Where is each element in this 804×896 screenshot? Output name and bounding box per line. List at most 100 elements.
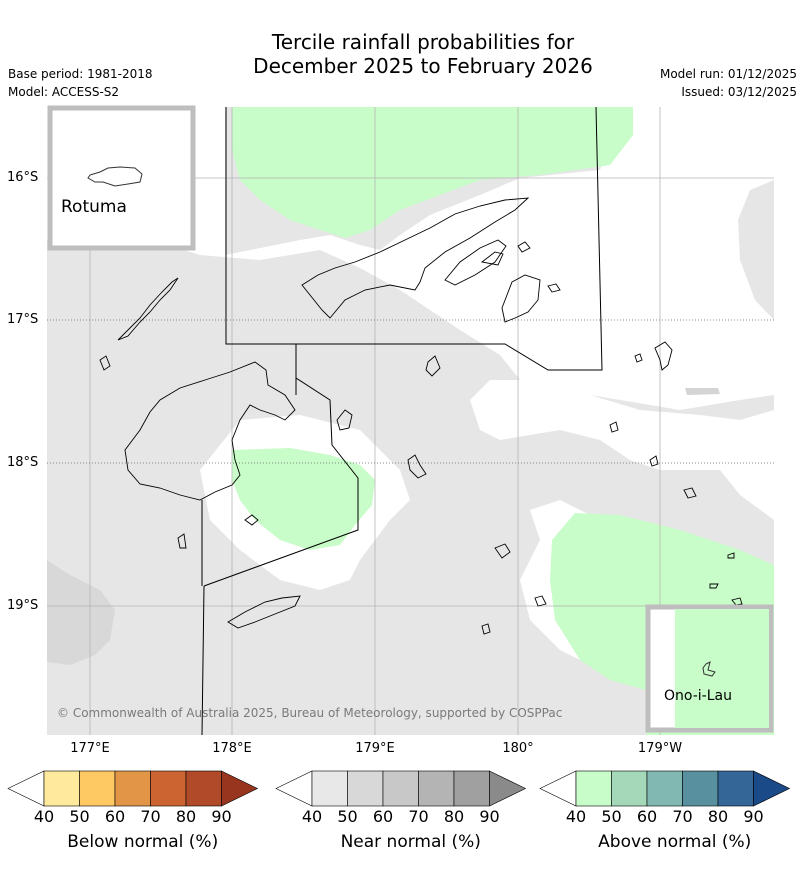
vatoa (727, 552, 735, 559)
colorbar-1 (7, 770, 259, 807)
rotuma-inset (47, 105, 196, 251)
colorbar-tick-label: 80 (707, 807, 729, 826)
colorbar-swatch (43, 770, 80, 807)
yacata (517, 241, 531, 253)
colorbar-tick-label: 60 (104, 807, 126, 826)
map-area (47, 107, 774, 735)
colorbar-swatch (185, 770, 222, 807)
colorbar-swatch (311, 770, 348, 807)
colorbar-swatch (79, 770, 116, 807)
title-line-2: December 2025 to February 2026 (253, 54, 593, 78)
ono-i-lau-label: Ono-i-Lau (664, 688, 732, 704)
ogea (731, 597, 743, 606)
above-normal-south (232, 448, 375, 550)
lon-label-177e: 177°E (70, 741, 110, 756)
colorbar-arrow-low (275, 770, 313, 807)
colorbar-swatch (418, 770, 455, 807)
base-period: Base period: 1981-2018 (8, 67, 153, 81)
colorbar-tick-label: 50 (337, 807, 358, 826)
vanua-levu (301, 197, 530, 319)
issued-date: Issued: 03/12/2025 (681, 85, 797, 99)
colorbar-arrow-high (221, 770, 259, 807)
copyright-note: © Commonwealth of Australia 2025, Bureau… (57, 706, 563, 720)
colorbar-tick-label: 70 (408, 807, 429, 826)
matuku (481, 623, 491, 635)
lat-label-16s: 16°S (7, 170, 39, 185)
nayau (649, 455, 659, 467)
near-normal-patch (685, 388, 720, 395)
taveuni (444, 239, 507, 286)
lon-label-180: 180° (502, 741, 534, 756)
colorbar-arrow-low (7, 770, 45, 807)
meta-right: Model run: 01/12/2025 Issued: 03/12/2025 (660, 65, 797, 101)
colorbar-swatch (646, 770, 683, 807)
colorbar-2 (275, 770, 527, 807)
colorbar-tick-label: 90 (211, 807, 232, 826)
lakeba (609, 421, 619, 433)
above-normal-north (232, 107, 633, 238)
colorbar-tick-label: 50 (601, 807, 622, 826)
colorbar-arrow-high (753, 770, 791, 807)
colorbar-3 (539, 770, 791, 807)
near-normal-region-east (738, 180, 774, 320)
rotuma-label: Rotuma (61, 197, 127, 217)
yasawa (117, 277, 179, 341)
kioa (547, 283, 561, 293)
totoya (534, 595, 547, 607)
colorbar-label: Below normal (%) (67, 832, 219, 852)
ono-i-lau-inset (645, 604, 774, 733)
model-name: Model: ACCESS-S2 (8, 85, 120, 99)
colorbar-swatch (682, 770, 719, 807)
lat-label-19s: 19°S (7, 598, 39, 613)
vatulele (177, 533, 187, 549)
colorbar-label: Above normal (%) (598, 832, 752, 852)
vanua-balavu (654, 341, 673, 371)
near-normal-southwest (47, 560, 115, 665)
tuvuca (709, 583, 719, 589)
colorbar-swatch (114, 770, 151, 807)
colorbar-tick-label: 80 (443, 807, 465, 826)
qamea (480, 251, 504, 266)
colorbar-tick-label: 60 (372, 807, 394, 826)
colorbar-tick-label: 40 (565, 807, 587, 826)
lon-label-179w: 179°W (637, 741, 683, 756)
colorbar-tick-label: 50 (69, 807, 90, 826)
colorbar-swatch (347, 770, 384, 807)
white-gap-east (470, 380, 774, 520)
colorbar-tick-label: 40 (301, 807, 323, 826)
lon-label-179e: 179°E (355, 741, 395, 756)
cicia (634, 353, 643, 363)
colorbar-tick-label: 70 (672, 807, 693, 826)
coastlines (99, 197, 743, 635)
colorbar-tick-label: 90 (743, 807, 764, 826)
kabara (683, 487, 697, 499)
model-run: Model run: 01/12/2025 (659, 67, 797, 81)
ovalau (407, 454, 427, 479)
colorbar-swatch (150, 770, 187, 807)
beqa (244, 514, 259, 526)
chart-title: Tercile rainfall probabilities for Decem… (0, 30, 804, 78)
rotuma-coast (87, 166, 143, 187)
colorbar-label: Near normal (%) (340, 832, 481, 852)
mamanuca (99, 355, 111, 371)
colorbar-swatch (453, 770, 490, 807)
colorbars (7, 770, 791, 807)
colorbar-swatch (575, 770, 612, 807)
colorbar-tick-label: 80 (175, 807, 197, 826)
kadavu (227, 595, 301, 629)
lat-label-17s: 17°S (7, 312, 39, 327)
moala (494, 543, 511, 559)
rabi (501, 274, 541, 323)
colorbar-tick-label: 60 (636, 807, 658, 826)
gau (336, 409, 353, 431)
ono-i-lau-coast (702, 661, 716, 677)
colorbar-tick-label: 40 (33, 807, 55, 826)
lat-label-18s: 18°S (7, 455, 39, 470)
meta-left: Base period: 1981-2018 Model: ACCESS-S2 (8, 65, 153, 101)
colorbar-arrow-low (539, 770, 577, 807)
lon-label-178e: 178°E (212, 741, 252, 756)
admin-boundaries (201, 107, 603, 735)
colorbar-swatch (717, 770, 754, 807)
colorbar-tick-label: 90 (479, 807, 500, 826)
